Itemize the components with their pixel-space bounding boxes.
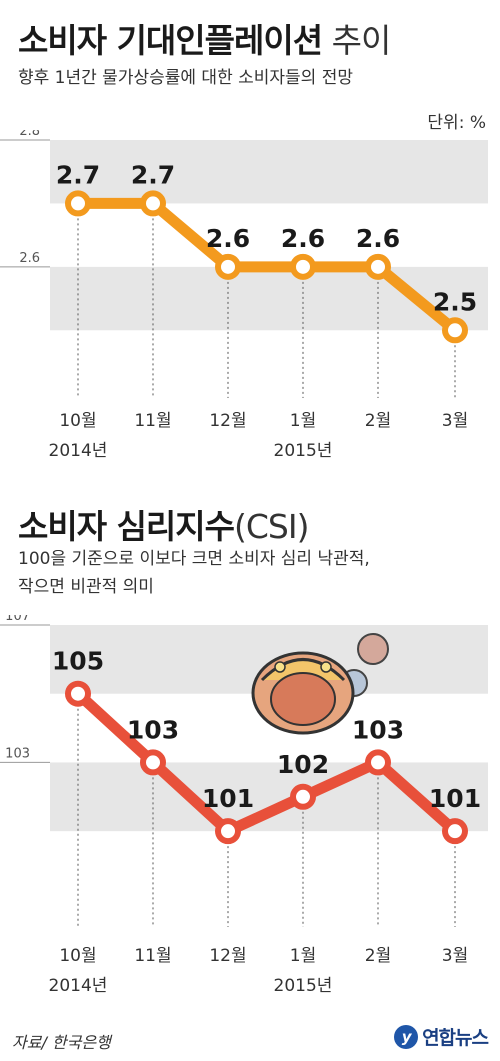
x-tick-label: 10월 [59, 411, 96, 431]
data-label: 105 [52, 647, 104, 676]
data-label: 2.5 [433, 287, 477, 316]
data-point [215, 818, 241, 845]
data-point [365, 253, 391, 280]
data-point [290, 253, 316, 280]
data-label: 101 [202, 784, 254, 813]
x-tick-label: 1월 [290, 411, 316, 431]
coin-purse-icon [251, 633, 389, 735]
chart2-title: 소비자 심리지수(CSI) [18, 500, 310, 548]
data-point [442, 317, 468, 344]
yonhap-logo: y 연합뉴스 [394, 1023, 489, 1050]
data-label: 2.6 [206, 224, 250, 253]
chart2-subtitle-line2: 작으면 비관적 의미 [18, 577, 154, 597]
data-label: 101 [429, 784, 481, 813]
chart1-subtitle: 향후 1년간 물가상승률에 대한 소비자들의 전망 [18, 68, 353, 88]
x-tick-label: 2월 [365, 946, 391, 966]
data-label: 2.6 [281, 224, 325, 253]
data-point [65, 190, 91, 217]
data-point [290, 783, 316, 810]
y-tick-label: 103 [5, 746, 30, 761]
chart1-plot: 2.8 2.6 2.7 2.7 2.6 2.6 2.6 2.5 10월 11월 12월 1월 2월 3월 2… [0, 130, 488, 461]
yonhap-logo-text: 연합뉴스 [422, 1027, 489, 1049]
x-tick-label: 12월 [209, 411, 246, 431]
chart2-subtitle: 100을 기준으로 이보다 크면 소비자 심리 낙관적, 작으면 비관적 의미 [18, 545, 370, 601]
chart1-title-light: 추이 [322, 21, 392, 60]
y-tick-label: 2.6 [19, 251, 40, 266]
x-tick-label: 11월 [134, 946, 171, 966]
data-point [140, 749, 166, 776]
data-point [365, 749, 391, 776]
y-tick-label: 107 [5, 615, 30, 624]
chart1-title-main: 소비자 기대인플레이션 [18, 21, 323, 60]
chart2-title-main: 소비자 심리지수 [18, 507, 235, 546]
x-tick-label: 2월 [365, 411, 391, 431]
data-label: 2.7 [56, 160, 100, 189]
data-point [215, 253, 241, 280]
data-label: 103 [352, 715, 404, 744]
x-tick-label: 11월 [134, 411, 171, 431]
chart1-title: 소비자 기대인플레이션 추이 [18, 14, 392, 62]
data-point [140, 190, 166, 217]
data-point [65, 680, 91, 707]
year-label: 2014년 [49, 441, 108, 461]
data-label: 103 [127, 715, 179, 744]
chart2-title-light: (CSI) [234, 507, 309, 546]
source-note: 자료/ 한국은행 [12, 1033, 111, 1052]
data-label: 2.6 [356, 224, 400, 253]
y-tick-label: 2.8 [19, 130, 40, 139]
data-point [442, 818, 468, 845]
x-tick-label: 1월 [290, 946, 316, 966]
series-line [72, 688, 461, 837]
x-tick-label: 12월 [209, 946, 246, 966]
chart2-plot: 107 103 105 103 101 102 103 101 10월 11월 12월 1월 2월 3월 2… [0, 615, 488, 996]
x-tick-label: 10월 [59, 946, 96, 966]
data-label: 2.7 [131, 160, 175, 189]
chart1-unit: 단위: % [427, 113, 486, 133]
x-tick-label: 3월 [442, 946, 468, 966]
grid-band [50, 140, 488, 204]
year-label: 2014년 [49, 976, 108, 996]
year-label: 2015년 [274, 976, 333, 996]
x-tick-label: 3월 [442, 411, 468, 431]
year-label: 2015년 [274, 441, 333, 461]
data-label: 102 [277, 750, 329, 779]
yonhap-logo-icon: y [394, 1024, 419, 1049]
chart2-subtitle-line1: 100을 기준으로 이보다 크면 소비자 심리 낙관적, [18, 549, 370, 569]
